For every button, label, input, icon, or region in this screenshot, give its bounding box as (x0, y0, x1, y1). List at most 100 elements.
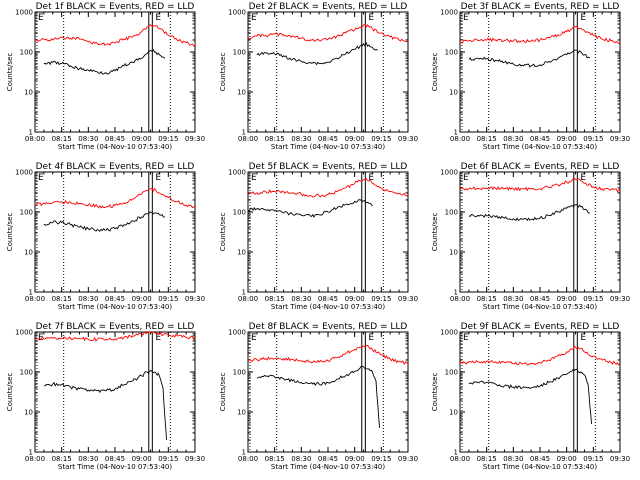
plot-5-xtick-label: 08:45 (318, 295, 338, 303)
plot-1-xtick-label: 08:30 (78, 135, 98, 143)
plot-2-xtick-label: 08:00 (238, 135, 258, 143)
plot-8-xtick-label: 08:00 (238, 455, 258, 463)
plot-6-ytick-label: 10 (449, 249, 458, 257)
plot-9: Det 9f BLACK = Events, RED = LLD 1 10 100 10… (431, 322, 630, 471)
plot-7-xtick-label: 08:00 (25, 455, 45, 463)
plot-1-ytick-label: 1 (29, 129, 33, 137)
plot-9-flag-label: E (463, 333, 469, 343)
plot-5-events-series-line (247, 198, 373, 218)
plot-6: Det 6f BLACK = Events, RED = LLD 1 10 100 10… (431, 162, 630, 311)
plot-3-ytick-label: 1000 (440, 9, 458, 17)
plot-1-ytick-label: 10 (24, 89, 33, 97)
plot-8: Det 8f BLACK = Events, RED = LLD 1 10 100 10… (219, 322, 418, 471)
plot-9-xtick-label: 09:30 (610, 455, 630, 463)
plot-1-xtick-label: 09:30 (185, 135, 205, 143)
plot-3-events-series-line (468, 49, 590, 68)
plot-6-xtick-label: 08:45 (530, 295, 550, 303)
plot-3-xtick-label: 09:00 (557, 135, 577, 143)
plot-9-ytick-label: 1 (454, 449, 458, 457)
plot-2-xtick-label: 09:15 (371, 135, 391, 143)
plot-6-xtick-label: 08:15 (477, 295, 497, 303)
plot-8-lld-series-line (247, 344, 409, 365)
plot-1-events-series-line (43, 49, 166, 75)
plot-9-y-axis-label: Counts/sec (431, 373, 439, 412)
plot-4-x-axis-label: Start Time (04-Nov-10 07:53:40) (58, 303, 172, 311)
plot-1-ytick-label: 1000 (15, 9, 33, 17)
plot-2-ytick-label: 10 (237, 89, 246, 97)
plot-1-xtick-label: 08:15 (52, 135, 72, 143)
plot-5-xtick-label: 08:15 (265, 295, 285, 303)
plot-8-xtick-label: 09:00 (345, 455, 365, 463)
plot-5-title: Det 5f BLACK = Events, RED = LLD (249, 162, 408, 172)
plot-3-ytick-label: 100 (445, 49, 458, 57)
plot-5-lld-series-line (248, 177, 409, 198)
plot-1-x-axis-label: Start Time (04-Nov-10 07:53:40) (58, 143, 172, 151)
plot-1-xtick-label: 09:00 (132, 135, 152, 143)
plot-7-x-axis-label: Start Time (04-Nov-10 07:53:40) (58, 463, 172, 471)
plot-3-xtick-label: 09:30 (610, 135, 630, 143)
plot-9-axes-frame (459, 331, 621, 453)
plot-6-xtick-label: 09:15 (583, 295, 603, 303)
plot-4-xtick-label: 09:00 (132, 295, 152, 303)
plot-5-ytick-label: 1000 (228, 169, 246, 177)
plot-5-ytick-label: 1 (242, 289, 246, 297)
plot-1-xtick-label: 08:00 (25, 135, 45, 143)
plot-4-xtick-label: 08:30 (78, 295, 98, 303)
plot-7-xtick-label: 09:00 (132, 455, 152, 463)
plot-4-xtick-label: 08:00 (25, 295, 45, 303)
plot-7-ytick-label: 10 (24, 409, 33, 417)
plot-1-ytick-label: 100 (20, 49, 33, 57)
plot-6-lld-series-line (459, 177, 621, 193)
plot-7-ytick-label: 1000 (15, 329, 33, 337)
plot-7-xtick-label: 09:15 (158, 455, 178, 463)
plot-8-axes-frame (247, 331, 409, 453)
plot-5-y-axis-label: Counts/sec (219, 213, 227, 252)
plot-4-events-series-line (43, 211, 165, 232)
plot-8-ytick-label: 1000 (228, 329, 246, 337)
plot-5-ytick-label: 10 (237, 249, 246, 257)
plot-3-flag-label: E (580, 13, 586, 23)
plot-8-flag-label: E (368, 333, 374, 343)
plot-3-xtick-label: 08:00 (450, 135, 470, 143)
plot-8-ytick-label: 100 (233, 369, 246, 377)
plot-7-flag-label: E (38, 333, 44, 343)
plot-1-xtick-label: 08:45 (105, 135, 125, 143)
plot-3-ytick-label: 10 (449, 89, 458, 97)
plot-2-axes-frame (247, 11, 409, 133)
plot-2-xtick-label: 09:30 (398, 135, 418, 143)
plot-5: Det 5f BLACK = Events, RED = LLD 1 10 100 10… (219, 162, 418, 311)
plot-5-xtick-label: 09:30 (398, 295, 418, 303)
plot-2-ytick-label: 100 (233, 49, 246, 57)
plot-7-lld-series-line (34, 330, 196, 342)
plot-9-xtick-label: 08:15 (477, 455, 497, 463)
plot-4-ytick-label: 10 (24, 249, 33, 257)
plot-6-xtick-label: 09:00 (557, 295, 577, 303)
plot-2-ytick-label: 1000 (228, 9, 246, 17)
plot-6-xtick-label: 09:30 (610, 295, 630, 303)
plot-1-flag-label: E (38, 13, 44, 23)
plot-3-xtick-label: 08:30 (503, 135, 523, 143)
plot-2-lld-series-line (247, 23, 409, 43)
plot-7-xtick-label: 09:30 (185, 455, 205, 463)
plot-4-y-axis-label: Counts/sec (6, 213, 14, 252)
plot-8-xtick-label: 09:15 (371, 455, 391, 463)
plot-1-flag-label: E (155, 13, 161, 23)
plot-7-axes-frame (34, 331, 196, 453)
plot-1: Det 1f BLACK = Events, RED = LLD 1 10 100 10… (6, 2, 205, 151)
plot-7-xtick-label: 08:30 (78, 455, 98, 463)
plot-3: Det 3f BLACK = Events, RED = LLD 1 10 100 10… (431, 2, 630, 151)
plot-8-ytick-label: 10 (237, 409, 246, 417)
plot-2-events-series-line (256, 41, 379, 66)
plot-6-events-series-line (468, 204, 590, 222)
plot-2-flag-label: E (251, 13, 257, 23)
plot-4-flag-label: E (155, 173, 161, 183)
plot-3-x-axis-label: Start Time (04-Nov-10 07:53:40) (483, 143, 597, 151)
plot-5-flag-label: E (251, 173, 257, 183)
plot-2-title: Det 2f BLACK = Events, RED = LLD (249, 2, 408, 12)
plot-2-ytick-label: 1 (242, 129, 246, 137)
plot-5-xtick-label: 09:15 (371, 295, 391, 303)
plot-9-xtick-label: 09:00 (557, 455, 577, 463)
plot-8-y-axis-label: Counts/sec (219, 373, 227, 412)
plot-7-flag-label: E (155, 333, 161, 343)
plot-7: Det 7f BLACK = Events, RED = LLD 1 10 100 10… (6, 322, 205, 471)
